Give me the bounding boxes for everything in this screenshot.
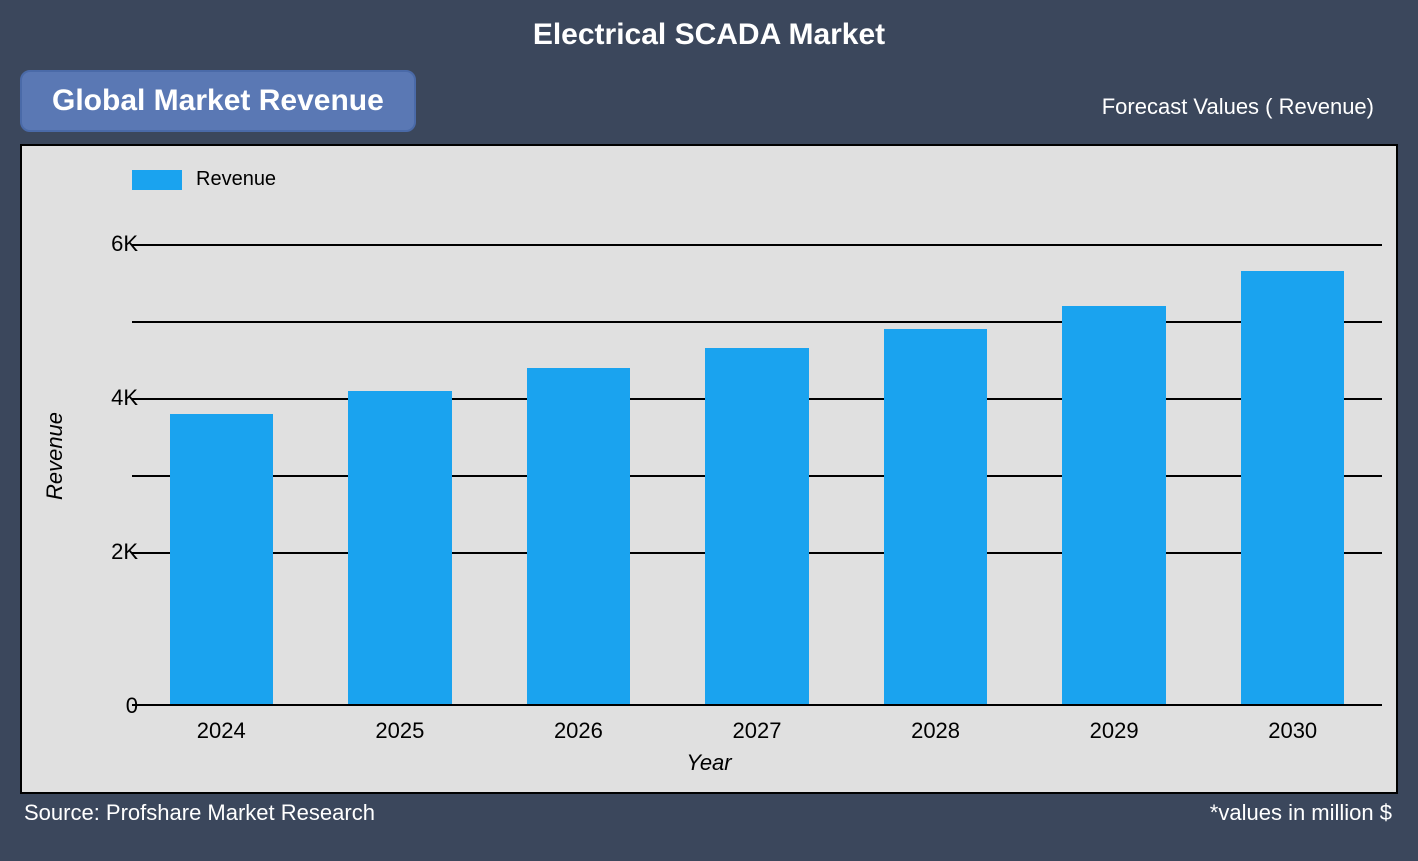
subtitle-badge: Global Market Revenue — [20, 70, 416, 132]
chart-area: Revenue Revenue Year 0 2K 4K 6K 2024 2025 2026… — [20, 144, 1398, 794]
x-tick-label: 2026 — [518, 718, 638, 744]
legend-swatch — [132, 170, 182, 190]
bar — [170, 414, 274, 706]
y-tick-label: 6K — [78, 231, 138, 257]
header-row: Global Market Revenue Forecast Values ( … — [20, 70, 1398, 138]
legend: Revenue — [132, 168, 276, 191]
x-tick-label: 2027 — [697, 718, 817, 744]
y-tick-label: 4K — [78, 385, 138, 411]
y-axis-title: Revenue — [42, 412, 68, 500]
plot-region — [132, 206, 1382, 706]
footer-source: Source: Profshare Market Research — [24, 800, 375, 826]
main-title: Electrical SCADA Market — [20, 10, 1398, 70]
bars-layer — [132, 206, 1382, 706]
legend-label: Revenue — [196, 168, 276, 191]
x-tick-label: 2025 — [340, 718, 460, 744]
bar — [1062, 306, 1166, 706]
x-axis-line — [132, 704, 1382, 706]
x-tick-label: 2024 — [161, 718, 281, 744]
y-tick-label: 2K — [78, 539, 138, 565]
chart-card: Electrical SCADA Market Global Market Re… — [0, 0, 1418, 861]
bar — [1241, 271, 1345, 706]
bar — [348, 391, 452, 706]
x-tick-label: 2030 — [1233, 718, 1353, 744]
x-tick-label: 2028 — [876, 718, 996, 744]
bar — [884, 329, 988, 706]
x-tick-label: 2029 — [1054, 718, 1174, 744]
bar — [527, 368, 631, 706]
footer-note: *values in million $ — [1210, 800, 1392, 826]
bar — [705, 348, 809, 706]
forecast-label: Forecast Values ( Revenue) — [1102, 94, 1374, 120]
x-axis-title: Year — [22, 750, 1396, 776]
y-tick-label: 0 — [78, 693, 138, 719]
